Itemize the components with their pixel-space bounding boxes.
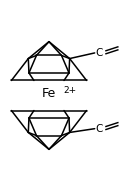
Text: 2+: 2+ — [63, 86, 77, 95]
Text: Fe: Fe — [42, 87, 56, 100]
Text: C: C — [95, 48, 103, 58]
Text: C: C — [95, 124, 103, 134]
